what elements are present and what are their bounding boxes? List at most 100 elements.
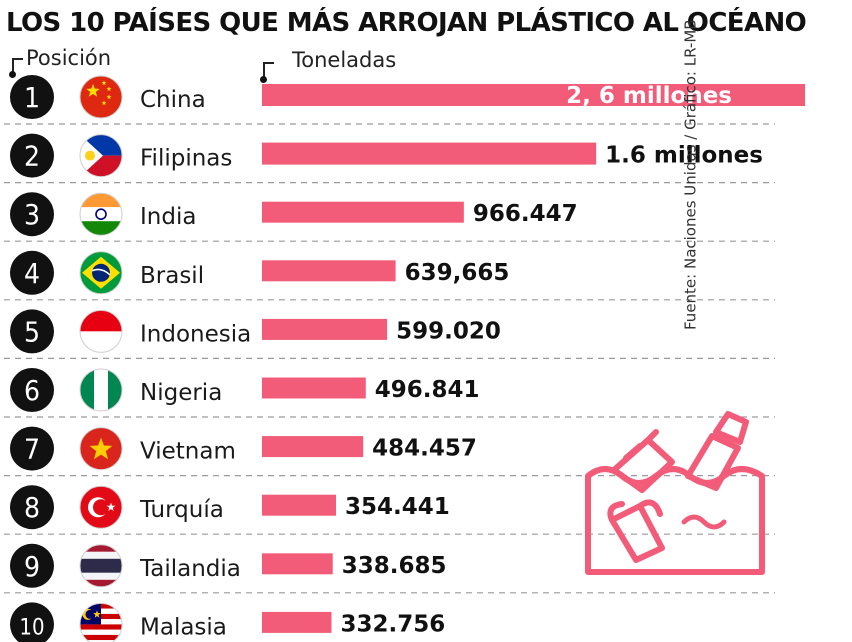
flag-stripe [80, 310, 122, 332]
chart-row-8: 8 Turquía 354.441 [4, 485, 775, 535]
tonnes-header-dot [260, 76, 267, 83]
flag-stripe [80, 369, 94, 411]
flag-outline [79, 368, 123, 412]
bar [262, 553, 333, 575]
malaysia-flag-icon [80, 603, 122, 642]
flag-outline [79, 134, 123, 178]
rank-label: 6 [24, 374, 40, 407]
rank-badge [10, 133, 54, 178]
rank-badge [10, 250, 54, 295]
category-label: Brasil [140, 263, 204, 289]
flag-stripe [80, 193, 122, 208]
flag-field [80, 76, 122, 118]
flag-stripe [80, 629, 122, 635]
bar [262, 84, 805, 106]
bar [262, 142, 597, 165]
flag-stripe [80, 207, 122, 222]
flag-stripe [108, 369, 122, 411]
flag-crescent-cut [93, 499, 109, 516]
flag-stripe [80, 579, 122, 587]
flag-star [101, 100, 107, 106]
plastic-bag-icon [607, 499, 665, 563]
bar [262, 611, 332, 633]
rank-label: 2 [24, 140, 40, 173]
flag-star [106, 94, 112, 100]
tonnes-header-bracket [263, 62, 274, 78]
flag-stripe [80, 558, 122, 573]
value-label: 332.756 [340, 611, 445, 637]
rank-badge [10, 75, 54, 119]
value-label: 484.457 [372, 436, 477, 462]
chart-rows: 1 China 2, 6 millones 2 Filipinas 1.6 millone… [4, 75, 805, 642]
flag-sun [85, 150, 95, 161]
category-label: Filipinas [140, 146, 232, 172]
wave-line-icon [681, 514, 727, 530]
chart-title: LOS 10 PAÍSES QUE MÁS ARROJAN PLÁSTICO A… [6, 8, 807, 38]
rank-badge [10, 543, 54, 588]
value-label: 354.441 [345, 494, 450, 520]
bar [262, 201, 464, 223]
rank-badge [10, 309, 54, 354]
ocean-plastic-illustration [585, 411, 765, 575]
flag-outline [79, 485, 123, 529]
china-flag-icon [80, 76, 122, 118]
rank-badge [10, 368, 54, 412]
indonesia-flag-icon [80, 310, 122, 353]
philippines-flag-icon [80, 134, 122, 177]
rank-badge [10, 426, 54, 471]
chart-row-2: 2 Filipinas 1.6 millones [4, 133, 775, 184]
flag-band [91, 268, 111, 276]
bar [262, 436, 364, 458]
bar [262, 260, 396, 282]
flag-outline [79, 544, 123, 588]
rank-label: 7 [24, 433, 40, 466]
chart-row-3: 3 India 966.447 [4, 192, 775, 242]
vietnam-flag-icon [80, 427, 122, 470]
category-label: China [140, 87, 206, 113]
flag-stripe [80, 634, 122, 641]
rank-badge [10, 602, 54, 642]
rank-label: 3 [24, 198, 40, 231]
value-label: 1.6 millones [605, 143, 763, 169]
flag-stripe [80, 640, 122, 642]
chart-row-7: 7 Vietnam 484.457 [4, 426, 775, 477]
chart-row-5: 5 Indonesia 599.020 [4, 309, 775, 359]
category-label: Vietnam [140, 439, 236, 465]
source-note: Fuente: Naciones Unidas / Gráfico: LR-MB [681, 19, 700, 330]
flag-stripe [80, 572, 122, 580]
brazil-flag-icon [80, 251, 122, 294]
flag-outline [79, 251, 123, 295]
flag-stripe [80, 551, 122, 559]
category-label: Malasia [140, 614, 227, 640]
rank-label: 8 [24, 491, 40, 524]
flag-outline [79, 309, 123, 353]
chart-row-6: 6 Nigeria 496.841 [4, 368, 775, 418]
flag-globe [92, 263, 110, 282]
category-label: Indonesia [140, 321, 251, 347]
position-header-bracket [12, 58, 23, 74]
flag-stripe [80, 624, 122, 630]
flag-star [89, 437, 113, 460]
value-label: 599.020 [396, 318, 501, 344]
chart-row-10: 10 Malasia 332.756 [10, 602, 445, 642]
flag-outline [79, 75, 123, 119]
rank-label: 1 [24, 81, 40, 114]
bar [262, 494, 337, 516]
flag-outline [79, 427, 123, 471]
value-label: 639,665 [405, 260, 510, 286]
category-label: Turquía [139, 497, 224, 523]
flag-stripe [80, 221, 122, 236]
flag-crescent-cut [85, 609, 95, 619]
rank-label: 10 [19, 615, 44, 640]
flag-star [93, 610, 101, 618]
flag-stripe [94, 369, 108, 411]
bottle-icon [685, 411, 749, 491]
rank-label: 4 [24, 257, 40, 290]
flag-star [86, 84, 100, 97]
tonnes-header: Toneladas [292, 48, 397, 72]
rank-badge [10, 485, 54, 530]
value-label: 496.841 [375, 377, 480, 403]
nigeria-flag-icon [80, 369, 122, 411]
category-label: Tailandia [139, 556, 241, 582]
